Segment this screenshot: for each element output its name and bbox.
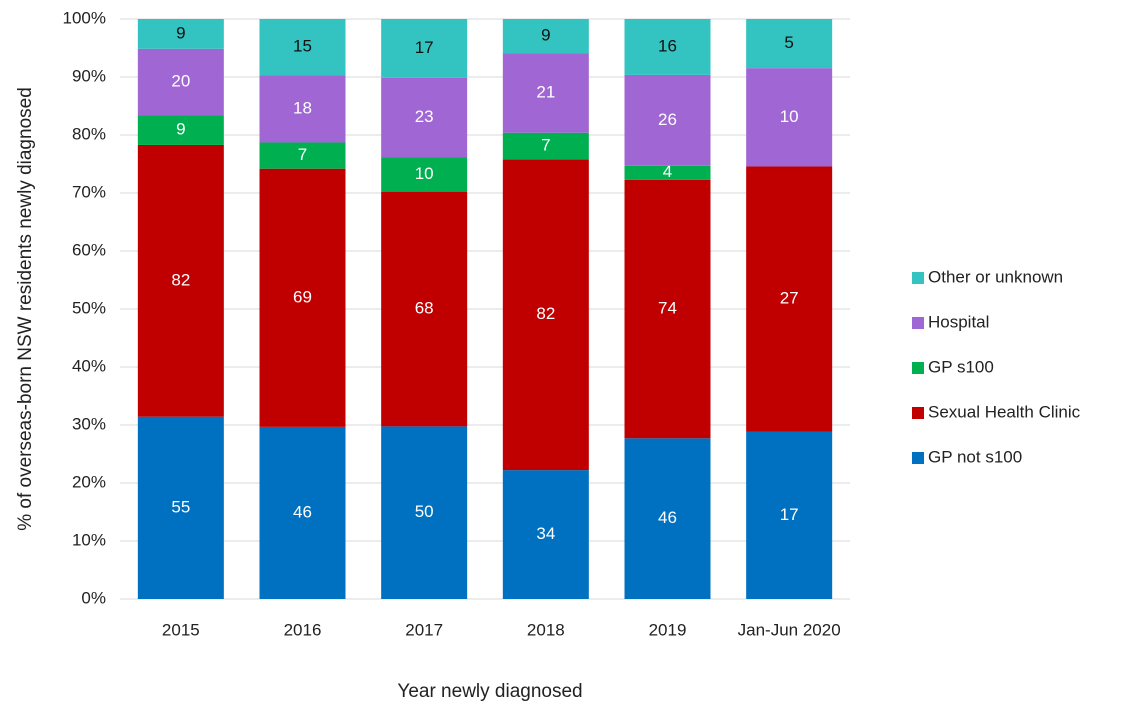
bar-segment (259, 19, 346, 76)
data-label: 55 (171, 497, 190, 516)
data-label: 20 (171, 71, 190, 90)
bar-segment (624, 438, 711, 599)
data-label: 15 (293, 37, 312, 56)
bar-segment (259, 426, 346, 599)
bar-segment (746, 68, 833, 167)
data-label: 82 (536, 304, 555, 323)
data-label: 26 (658, 110, 677, 129)
data-label: 9 (541, 26, 550, 45)
y-tick-label: 20% (72, 472, 106, 491)
legend-label: Hospital (928, 312, 989, 331)
bar-segment (746, 166, 833, 432)
x-tick-label: 2017 (405, 620, 443, 639)
data-label: 68 (415, 298, 434, 317)
y-axis-label: % of overseas-born NSW residents newly d… (15, 87, 36, 531)
legend-swatch (912, 362, 924, 374)
bar-segment (381, 19, 468, 78)
data-label: 69 (293, 287, 312, 306)
data-label: 74 (658, 298, 677, 317)
y-tick-label: 10% (72, 530, 106, 549)
data-label: 23 (415, 107, 434, 126)
bar-segment (137, 19, 224, 49)
bar-segment (259, 168, 346, 427)
data-label: 10 (780, 107, 799, 126)
legend-swatch (912, 272, 924, 284)
bar-segment (137, 144, 224, 417)
y-tick-label: 100% (63, 8, 106, 27)
legend-label: GP s100 (928, 357, 994, 376)
legend-label: GP not s100 (928, 447, 1022, 466)
data-label: 27 (780, 289, 799, 308)
data-label: 7 (541, 135, 550, 154)
bar-segment (259, 75, 346, 143)
bar-segment (137, 416, 224, 599)
legend-swatch (912, 452, 924, 464)
x-axis-label: Year newly diagnosed (397, 681, 582, 702)
legend-label: Sexual Health Clinic (928, 402, 1081, 421)
bar-segment (381, 77, 468, 158)
bar-segment (137, 115, 224, 145)
bar-segment (381, 426, 468, 599)
bar-segment (624, 165, 711, 180)
data-label: 46 (293, 502, 312, 521)
data-label: 46 (658, 508, 677, 527)
y-tick-label: 40% (72, 356, 106, 375)
bar-segment (746, 431, 833, 599)
bar-segment (502, 53, 589, 133)
bar-segment (381, 191, 468, 427)
bar-segment (502, 19, 589, 54)
y-tick-label: 30% (72, 414, 106, 433)
data-label: 5 (784, 33, 793, 52)
y-tick-label: 80% (72, 124, 106, 143)
y-tick-label: 0% (81, 588, 106, 607)
legend-swatch (912, 317, 924, 329)
bar-segment (381, 157, 468, 192)
data-label: 10 (415, 164, 434, 183)
bar-segment (746, 19, 833, 69)
data-label: 17 (780, 505, 799, 524)
bar-segment (259, 142, 346, 169)
bar-segment (502, 470, 589, 599)
x-tick-label: 2018 (527, 620, 565, 639)
bar-segment (137, 48, 224, 116)
data-label: 16 (658, 36, 677, 55)
y-tick-label: 90% (72, 66, 106, 85)
legend-label: Other or unknown (928, 267, 1063, 286)
data-label: 21 (536, 82, 555, 101)
bar-segment (502, 132, 589, 160)
y-tick-label: 60% (72, 240, 106, 259)
data-label: 9 (176, 120, 185, 139)
x-tick-label: 2016 (284, 620, 322, 639)
data-label: 34 (536, 524, 555, 543)
data-label: 4 (663, 162, 672, 181)
data-label: 82 (171, 270, 190, 289)
bar-segment (624, 74, 711, 166)
x-tick-label: 2019 (649, 620, 687, 639)
data-label: 18 (293, 98, 312, 117)
x-tick-label: 2015 (162, 620, 200, 639)
bar-segment (502, 159, 589, 471)
bar-segment (624, 179, 711, 439)
data-label: 17 (415, 38, 434, 57)
bar-segment (624, 19, 711, 75)
legend-swatch (912, 407, 924, 419)
x-tick-label: Jan-Jun 2020 (738, 620, 841, 639)
y-tick-label: 50% (72, 298, 106, 317)
data-label: 9 (176, 23, 185, 42)
y-tick-label: 70% (72, 182, 106, 201)
data-label: 7 (298, 145, 307, 164)
data-label: 50 (415, 502, 434, 521)
